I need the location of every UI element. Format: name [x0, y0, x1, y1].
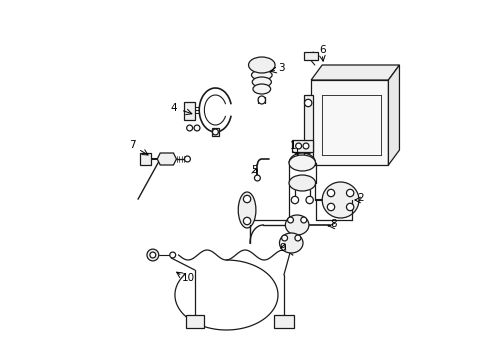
Circle shape	[326, 203, 334, 211]
Circle shape	[243, 217, 250, 225]
Circle shape	[150, 252, 156, 258]
Circle shape	[184, 156, 190, 162]
Circle shape	[186, 125, 192, 131]
Ellipse shape	[322, 182, 358, 218]
Circle shape	[326, 189, 334, 197]
Polygon shape	[310, 80, 387, 165]
Circle shape	[303, 143, 308, 149]
Polygon shape	[291, 140, 312, 152]
Ellipse shape	[251, 70, 271, 80]
Polygon shape	[310, 65, 399, 80]
Circle shape	[194, 125, 200, 131]
Ellipse shape	[288, 155, 315, 171]
Text: 1: 1	[289, 141, 295, 151]
Circle shape	[304, 99, 311, 107]
Circle shape	[254, 175, 260, 181]
Polygon shape	[304, 52, 317, 60]
Ellipse shape	[285, 215, 308, 235]
Ellipse shape	[288, 175, 315, 191]
Text: 9: 9	[279, 243, 285, 253]
Circle shape	[291, 196, 298, 204]
Circle shape	[287, 217, 293, 223]
Circle shape	[304, 146, 311, 154]
Circle shape	[281, 235, 287, 241]
Circle shape	[147, 249, 159, 261]
Ellipse shape	[252, 77, 271, 87]
Ellipse shape	[252, 84, 270, 94]
Polygon shape	[303, 95, 313, 160]
Circle shape	[294, 235, 300, 241]
Circle shape	[243, 195, 250, 203]
Circle shape	[212, 129, 218, 135]
Circle shape	[295, 143, 301, 149]
Text: 10: 10	[181, 273, 194, 283]
Circle shape	[346, 189, 353, 197]
Text: 3: 3	[278, 63, 285, 73]
Circle shape	[346, 203, 353, 211]
Text: 5: 5	[251, 165, 257, 175]
Text: 8: 8	[329, 219, 336, 229]
Text: 2: 2	[356, 193, 363, 203]
Circle shape	[169, 252, 175, 258]
Text: 6: 6	[318, 45, 325, 55]
Polygon shape	[211, 128, 219, 136]
Polygon shape	[387, 65, 399, 165]
Circle shape	[305, 196, 313, 204]
Ellipse shape	[279, 233, 303, 253]
Polygon shape	[157, 153, 176, 165]
Polygon shape	[274, 315, 294, 328]
Polygon shape	[184, 102, 194, 120]
Text: 4: 4	[170, 103, 176, 113]
Ellipse shape	[258, 96, 265, 104]
Ellipse shape	[238, 192, 255, 228]
Ellipse shape	[248, 57, 274, 73]
Polygon shape	[185, 315, 204, 328]
Text: 7: 7	[129, 140, 135, 150]
Polygon shape	[139, 153, 151, 165]
Circle shape	[300, 217, 306, 223]
